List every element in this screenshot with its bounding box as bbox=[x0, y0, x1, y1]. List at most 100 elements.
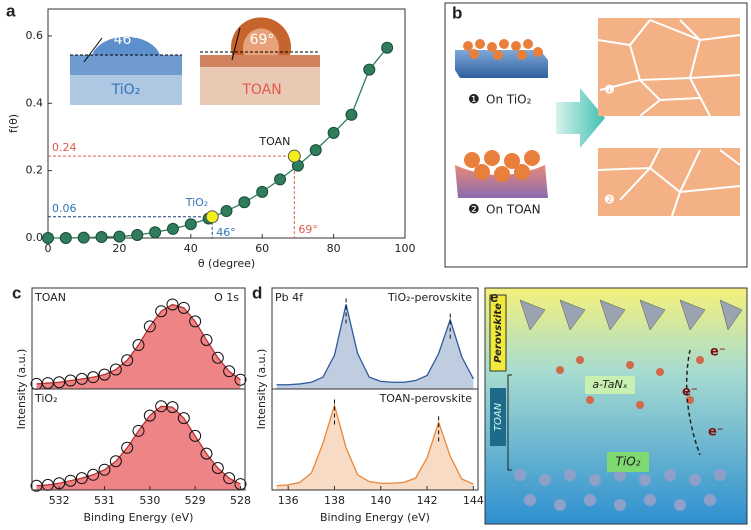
toan-label: TOAN bbox=[493, 402, 504, 431]
annotation: O 1s bbox=[214, 291, 239, 304]
data-point bbox=[223, 365, 236, 378]
data-point bbox=[132, 339, 145, 352]
panel-label: e bbox=[490, 289, 498, 306]
data-point bbox=[132, 424, 145, 437]
data-point bbox=[98, 368, 111, 381]
x-tick-label: 531 bbox=[94, 494, 115, 507]
point bbox=[59, 232, 72, 244]
point bbox=[327, 126, 340, 139]
data-point bbox=[64, 474, 77, 487]
x-tick-label: 532 bbox=[49, 494, 70, 507]
step-badge: ❷ bbox=[468, 203, 480, 218]
panel-label: b bbox=[452, 3, 462, 22]
spectrum-area bbox=[276, 405, 474, 490]
plot-frame bbox=[271, 287, 479, 491]
y-tick-label: 0.4 bbox=[26, 96, 44, 109]
point bbox=[274, 173, 287, 186]
data-point bbox=[143, 320, 156, 333]
data-point bbox=[200, 447, 213, 460]
inset-label: TOAN bbox=[241, 82, 281, 98]
x-tick-label: 138 bbox=[324, 494, 345, 507]
perovskite-label: Perovskite bbox=[493, 303, 504, 363]
data-point bbox=[121, 441, 134, 454]
electron-label: e⁻ bbox=[708, 425, 724, 440]
data-point bbox=[223, 472, 236, 485]
x-tick-label: 529 bbox=[185, 494, 206, 507]
point bbox=[131, 228, 144, 241]
tio2-label: TiO₂ bbox=[616, 455, 641, 469]
annotation: Pb 4f bbox=[275, 291, 304, 304]
spectrum bbox=[36, 303, 241, 385]
y-axis-label: Intensity (a.u.) bbox=[255, 349, 268, 430]
point bbox=[381, 41, 394, 54]
x-tick-label: 100 bbox=[395, 242, 416, 255]
data-point bbox=[109, 455, 122, 468]
point bbox=[220, 205, 233, 218]
data-point bbox=[98, 463, 111, 476]
series-label: TOAN bbox=[34, 291, 66, 304]
point-name: TiO₂ bbox=[185, 196, 209, 209]
data-point bbox=[189, 315, 202, 328]
x-tick-label: 142 bbox=[417, 494, 438, 507]
x-tick-label: 80 bbox=[327, 242, 341, 255]
data-point bbox=[109, 363, 122, 376]
x-tick-label: 530 bbox=[139, 494, 160, 507]
series-label: TiO₂ bbox=[34, 392, 58, 405]
data-point bbox=[200, 333, 213, 346]
x-tick-label: 60 bbox=[255, 242, 269, 255]
point bbox=[238, 196, 251, 209]
x-axis-label: θ (degree) bbox=[198, 257, 255, 270]
inset-angle: 46° bbox=[114, 32, 139, 48]
panel-b bbox=[444, 2, 748, 268]
data-point bbox=[87, 468, 100, 481]
inset-label: TiO₂ bbox=[111, 82, 141, 98]
point bbox=[95, 230, 108, 243]
point-name: TOAN bbox=[258, 135, 290, 148]
inset-images bbox=[70, 17, 320, 105]
panel-e bbox=[484, 287, 748, 525]
data-point bbox=[75, 472, 88, 485]
panel-label: d bbox=[252, 283, 262, 302]
spectrum bbox=[36, 405, 241, 487]
point bbox=[345, 108, 358, 121]
data-point bbox=[177, 301, 190, 314]
x-tick-label: 40 bbox=[184, 242, 198, 255]
angle-label: 46° bbox=[216, 226, 236, 239]
data-point bbox=[166, 401, 179, 414]
x-tick-label: 136 bbox=[278, 494, 299, 507]
x-axis-label: Binding Energy (eV) bbox=[320, 511, 430, 524]
point bbox=[113, 230, 126, 243]
data-point bbox=[189, 429, 202, 442]
data-point bbox=[155, 305, 168, 318]
spectrum bbox=[276, 304, 474, 386]
data-point bbox=[87, 371, 100, 384]
step-label: On TiO₂ bbox=[486, 93, 532, 107]
point bbox=[184, 218, 197, 231]
x-axis-label: Binding Energy (eV) bbox=[84, 511, 194, 524]
series-label: TiO₂-perovskite bbox=[387, 291, 472, 304]
point bbox=[77, 231, 90, 244]
x-tick-label: 144 bbox=[463, 494, 484, 507]
spectrum-area bbox=[36, 304, 241, 389]
x-tick-label: 20 bbox=[112, 242, 126, 255]
highlight-point bbox=[205, 210, 219, 224]
series-label: TOAN-perovskite bbox=[379, 392, 473, 405]
data-point bbox=[75, 372, 88, 385]
point bbox=[363, 63, 376, 76]
data-point bbox=[143, 409, 156, 422]
data-point bbox=[166, 298, 179, 311]
y-tick-label: 0.6 bbox=[26, 29, 44, 42]
y-axis-label: Intensity (a.u.) bbox=[15, 349, 28, 430]
value-label: 0.24 bbox=[52, 141, 77, 154]
data-point bbox=[121, 354, 134, 367]
highlight-point bbox=[287, 149, 301, 163]
tanx-label: a-TaNₓ bbox=[592, 378, 627, 391]
spectrum-area bbox=[36, 406, 241, 490]
grain-badge: ❷ bbox=[604, 193, 615, 207]
electron-label: e⁻ bbox=[710, 345, 726, 360]
plot-frame bbox=[31, 287, 246, 491]
point bbox=[149, 226, 162, 239]
grain-badge: ❶ bbox=[604, 83, 615, 97]
inset-angle: 69° bbox=[250, 32, 275, 48]
